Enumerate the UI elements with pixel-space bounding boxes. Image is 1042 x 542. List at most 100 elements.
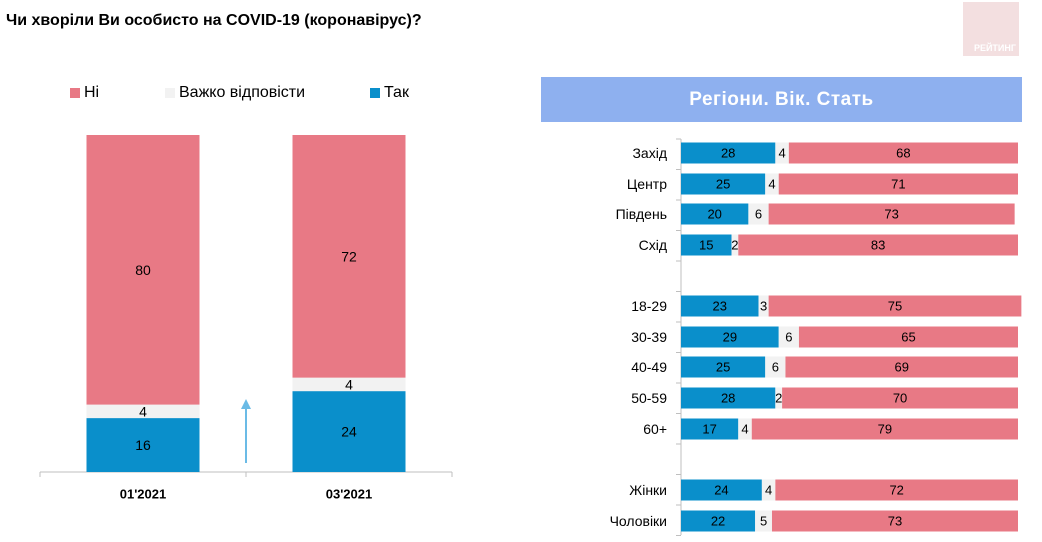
hbar-4-series-1: [758, 295, 769, 317]
hbar-label-2-series-0: 20: [707, 207, 721, 222]
hbar-label-8-series-1: 4: [741, 422, 748, 437]
hbar-9-series-0: [681, 479, 762, 501]
bar-label-0-series-2: 80: [135, 262, 151, 278]
hbar-8-series-1: [738, 418, 752, 440]
bar-1-series-1: [292, 377, 406, 392]
hbar-label-2-series-2: 73: [884, 207, 898, 222]
hbar-10-series-0: [681, 510, 756, 532]
row-label-0: Захід: [632, 145, 667, 161]
hbar-label-0-series-0: 28: [721, 146, 735, 161]
legend-swatch-hard-to-say: [165, 87, 175, 98]
row-label-9: Жінки: [629, 482, 667, 498]
legend-label-no: Ні: [84, 84, 100, 101]
hbar-label-0-series-2: 68: [896, 146, 910, 161]
hbar-label-6-series-1: 6: [772, 360, 779, 375]
row-label-8: 60+: [643, 421, 667, 437]
regions-banner: Регіони. Вік. Стать: [541, 77, 1022, 122]
hbar-label-4-series-0: 23: [713, 299, 727, 314]
up-arrow-head: [241, 399, 251, 409]
hbar-1-series-1: [765, 173, 779, 195]
hbar-4-series-2: [768, 295, 1022, 317]
hbar-label-7-series-2: 70: [893, 391, 907, 406]
hbar-0-series-0: [681, 142, 776, 164]
row-label-7: 50-59: [631, 390, 667, 406]
bar-label-0-series-1: 4: [139, 403, 147, 419]
bar-0-series-2: [86, 135, 200, 405]
hbar-label-1-series-2: 71: [891, 177, 905, 192]
hbar-label-3-series-0: 15: [699, 238, 713, 253]
hbar-8-series-0: [681, 418, 739, 440]
hbar-9-series-1: [761, 479, 776, 501]
hbar-6-series-0: [681, 356, 766, 378]
hbar-label-5-series-2: 65: [901, 330, 915, 345]
hbar-7-series-0: [681, 387, 776, 409]
hbar-label-7-series-0: 28: [721, 391, 735, 406]
legend-item-yes: Так: [370, 84, 409, 102]
hbar-label-6-series-0: 25: [716, 360, 730, 375]
hbar-label-4-series-2: 75: [888, 299, 902, 314]
row-label-1: Центр: [627, 176, 667, 192]
hbar-3-series-2: [738, 234, 1018, 256]
bar-1-series-0: [292, 391, 406, 472]
hbar-3-series-1: [731, 234, 739, 256]
bar-label-1-series-1: 4: [345, 376, 353, 392]
hbar-7-series-1: [775, 387, 783, 409]
hbar-8-series-2: [751, 418, 1018, 440]
legend-swatch-yes: [370, 87, 380, 98]
hbar-label-4-series-1: 3: [760, 299, 767, 314]
rating-logo: РЕЙТИНГ: [963, 2, 1019, 56]
hbar-4-series-0: [681, 295, 759, 317]
legend-label-yes: Так: [384, 84, 409, 101]
hbar-2-series-1: [748, 203, 769, 225]
hbar-7-series-2: [782, 387, 1018, 409]
bar-label-0-series-0: 16: [135, 437, 151, 453]
row-label-10: Чоловіки: [610, 513, 667, 529]
hbar-label-1-series-1: 4: [768, 177, 775, 192]
legend-item-hard-to-say: Важко відповісти: [165, 84, 305, 102]
hbar-0-series-1: [775, 142, 789, 164]
hbar-label-8-series-2: 79: [878, 422, 892, 437]
hbar-5-series-1: [778, 326, 799, 348]
hbar-label-3-series-2: 83: [871, 238, 885, 253]
hbar-label-10-series-0: 22: [711, 514, 725, 529]
hbar-label-1-series-0: 25: [716, 177, 730, 192]
banner-title: Регіони. Вік. Стать: [689, 88, 874, 110]
hbar-2-series-2: [768, 203, 1015, 225]
hbar-5-series-0: [681, 326, 779, 348]
chart-title: Чи хворіли Ви особисто на COVID-19 (коро…: [6, 12, 422, 29]
hbar-label-5-series-1: 6: [785, 330, 792, 345]
hbar-label-6-series-2: 69: [895, 360, 909, 375]
hbar-9-series-2: [775, 479, 1018, 501]
bar-0-series-0: [86, 418, 200, 472]
bar-1-series-2: [292, 135, 406, 378]
hbar-label-0-series-1: 4: [778, 146, 785, 161]
row-label-6: 40-49: [631, 359, 667, 375]
hbar-2-series-0: [681, 203, 749, 225]
row-label-4: 18-29: [631, 298, 667, 314]
logo-text: РЕЙТИНГ: [973, 43, 1016, 53]
legend-label-hard-to-say: Важко відповісти: [179, 84, 306, 101]
hbar-label-10-series-2: 73: [888, 514, 902, 529]
x-tick-label-0: 01'2021: [120, 487, 166, 502]
hbar-1-series-0: [681, 173, 766, 195]
legend-item-no: Ні: [70, 84, 99, 102]
hbar-label-2-series-1: 6: [755, 207, 762, 222]
hbar-1-series-2: [778, 173, 1018, 195]
row-label-3: Схід: [639, 237, 667, 253]
bar-0-series-1: [86, 404, 200, 419]
hbar-label-9-series-2: 72: [889, 483, 903, 498]
legend-swatch-no: [70, 87, 80, 98]
row-label-5: 30-39: [631, 329, 667, 345]
hbar-label-5-series-0: 29: [723, 330, 737, 345]
hbar-label-9-series-0: 24: [714, 483, 728, 498]
hbar-6-series-2: [785, 356, 1018, 378]
hbar-10-series-2: [771, 510, 1018, 532]
hbar-10-series-1: [755, 510, 772, 532]
hbar-label-3-series-1: 2: [731, 238, 738, 253]
hbar-6-series-1: [765, 356, 786, 378]
hbar-5-series-2: [798, 326, 1018, 348]
hbar-3-series-0: [681, 234, 732, 256]
x-tick-label-1: 03'2021: [326, 487, 372, 502]
row-label-2: Південь: [616, 206, 667, 222]
